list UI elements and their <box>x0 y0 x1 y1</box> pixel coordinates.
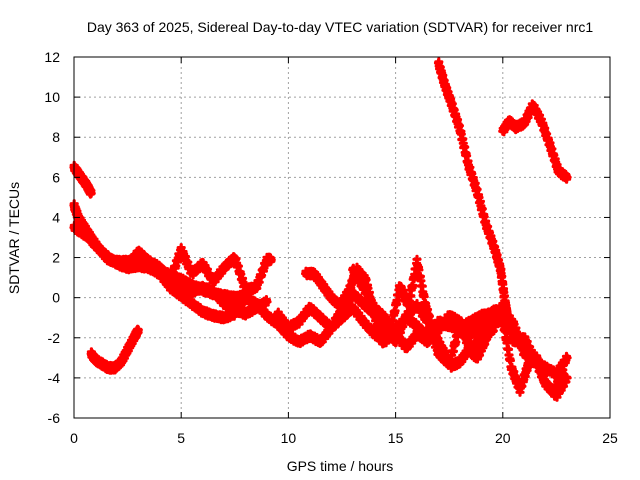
y-tick-label: 4 <box>52 209 60 225</box>
y-tick-label: 0 <box>52 290 60 306</box>
series-track-j <box>433 57 512 319</box>
x-axis-label: GPS time / hours <box>287 458 394 474</box>
y-tick-label: -4 <box>48 370 61 386</box>
y-tick-label: 8 <box>52 129 60 145</box>
series-track-k <box>498 99 572 184</box>
y-axis-label: SDTVAR / TECUs <box>6 182 22 294</box>
series-track-d <box>86 324 143 375</box>
y-tick-label: -6 <box>48 410 61 426</box>
y-tick-label: 6 <box>52 169 60 185</box>
y-tick-label: -2 <box>48 330 61 346</box>
x-tick-label: 0 <box>70 430 78 446</box>
chart-title: Day 363 of 2025, Sidereal Day-to-day VTE… <box>87 19 593 35</box>
x-tick-label: 10 <box>281 430 297 446</box>
x-tick-label: 5 <box>177 430 185 446</box>
series-track-e <box>123 243 276 297</box>
data-series <box>69 57 572 402</box>
y-tick-label: 10 <box>44 89 60 105</box>
series-track-i <box>348 263 572 402</box>
axis-ticks: 0 5 10 15 20 25 -6 -4 -2 0 2 4 6 8 10 12 <box>44 49 618 446</box>
x-tick-label: 15 <box>388 430 404 446</box>
x-tick-label: 25 <box>602 430 618 446</box>
y-tick-label: 12 <box>44 49 60 65</box>
x-tick-label: 20 <box>495 430 511 446</box>
series-track-h <box>301 254 568 398</box>
y-tick-label: 2 <box>52 250 60 266</box>
plot-frame <box>73 56 611 419</box>
